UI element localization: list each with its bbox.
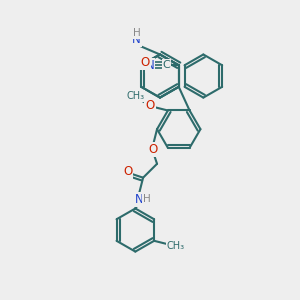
Text: CH₃: CH₃ [126, 91, 144, 101]
Text: N: N [146, 59, 154, 72]
Text: H: H [130, 38, 137, 48]
Text: O: O [140, 56, 150, 69]
Text: O: O [123, 165, 132, 178]
Text: H: H [143, 194, 151, 204]
Text: H: H [133, 28, 141, 38]
Text: CH₃: CH₃ [167, 241, 185, 251]
Text: O: O [146, 99, 155, 112]
Text: N: N [132, 33, 141, 46]
Text: C: C [163, 60, 170, 70]
Text: N: N [135, 193, 144, 206]
Text: O: O [148, 143, 158, 156]
